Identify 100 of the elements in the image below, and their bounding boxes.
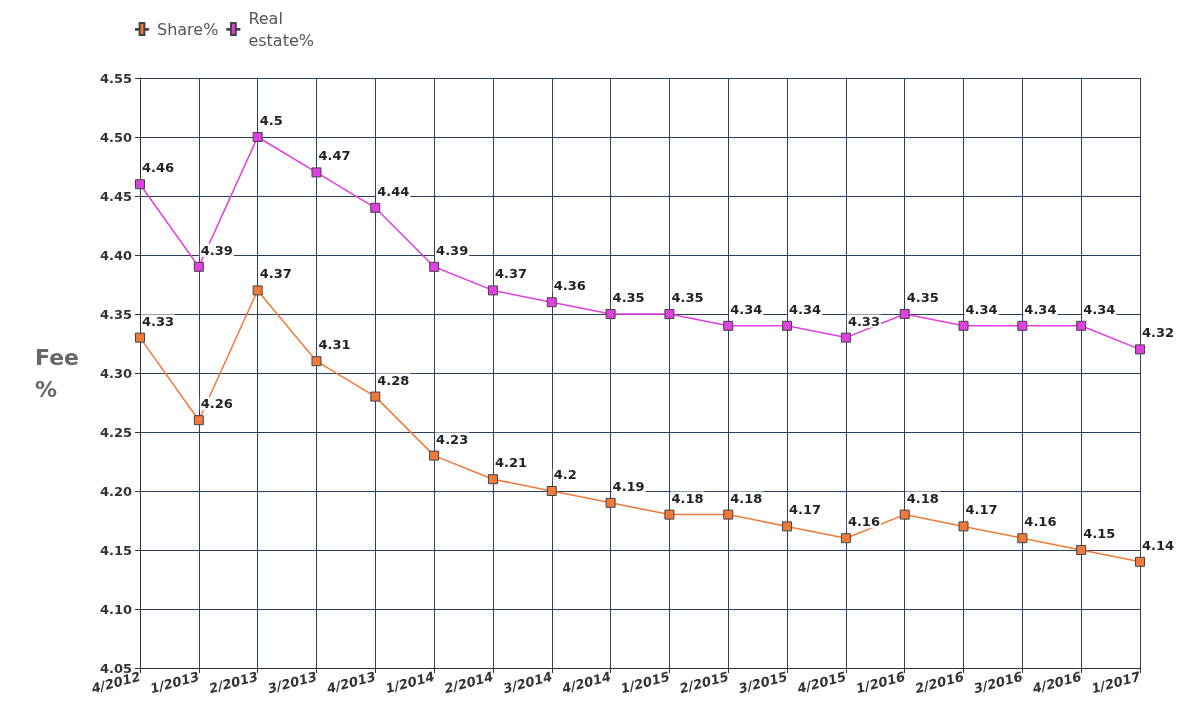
x-tick-label: 2/2016 xyxy=(913,668,966,697)
point xyxy=(1017,533,1028,544)
point xyxy=(782,320,793,331)
data-label: 4.34 xyxy=(1024,301,1057,317)
data-label: 4.31 xyxy=(318,337,351,353)
x-tick-label: 1/2013 xyxy=(148,668,201,697)
data-label: 4.37 xyxy=(494,266,528,282)
point xyxy=(664,309,675,319)
point xyxy=(311,167,322,178)
y-tick-label: 4.25 xyxy=(99,424,132,440)
point xyxy=(252,132,263,142)
point xyxy=(487,285,498,296)
point xyxy=(193,415,204,426)
point xyxy=(1135,556,1145,567)
point xyxy=(605,497,616,508)
point xyxy=(958,521,969,532)
data-label: 4.47 xyxy=(318,148,351,164)
point xyxy=(1135,344,1145,355)
data-label: 4.19 xyxy=(612,478,645,494)
y-tick-label: 4.40 xyxy=(99,247,132,263)
data-label: 4.34 xyxy=(730,301,763,317)
data-label: 4.32 xyxy=(1142,325,1175,341)
y-axis-title: Fee % xyxy=(35,344,79,402)
point xyxy=(1076,545,1087,555)
data-label: 4.35 xyxy=(612,290,645,305)
point xyxy=(1076,320,1087,331)
data-label: 4.35 xyxy=(906,290,939,305)
data-label: 4.34 xyxy=(1083,301,1116,317)
point xyxy=(135,332,145,343)
data-label: 4.21 xyxy=(494,455,528,471)
x-tick-label: 1/2016 xyxy=(854,668,907,697)
point xyxy=(664,509,675,520)
point xyxy=(723,320,734,331)
data-label: 4.26 xyxy=(200,396,233,412)
x-tick-label: 2/2014 xyxy=(442,668,495,697)
point xyxy=(546,486,557,496)
point xyxy=(1017,320,1028,331)
x-tick-label: 1/2014 xyxy=(383,668,437,697)
x-tick-label: 1/2017 xyxy=(1089,668,1143,697)
point xyxy=(546,297,557,308)
x-tick-label: 3/2014 xyxy=(501,668,554,697)
point xyxy=(135,179,145,190)
point xyxy=(782,521,793,532)
data-label: 4.36 xyxy=(553,278,586,294)
x-tick-label: 4/2016 xyxy=(1029,668,1084,697)
x-tick-label: 4/2015 xyxy=(794,668,848,697)
y-tick-label: 4.35 xyxy=(99,306,132,322)
data-label: 4.44 xyxy=(377,183,410,199)
data-label: 4.16 xyxy=(847,514,880,530)
point xyxy=(723,509,734,520)
point xyxy=(840,332,851,343)
x-tick-label: 4/2013 xyxy=(324,668,378,697)
data-label: 4.37 xyxy=(259,266,292,282)
data-label: 4.18 xyxy=(671,490,704,506)
data-label: 4.39 xyxy=(200,242,233,258)
data-label: 4.2 xyxy=(553,467,577,482)
data-label: 4.15 xyxy=(1083,526,1116,541)
data-label: 4.33 xyxy=(847,313,880,329)
point xyxy=(370,391,381,402)
y-tick-label: 4.55 xyxy=(99,70,132,86)
point xyxy=(429,450,440,461)
y-tick-label: 4.30 xyxy=(99,365,132,381)
data-label: 4.23 xyxy=(436,431,469,447)
x-tick-label: 4/2014 xyxy=(559,668,613,697)
data-label: 4.5 xyxy=(259,113,283,128)
point xyxy=(311,356,322,367)
point xyxy=(487,474,498,485)
data-label: 4.46 xyxy=(142,160,175,176)
y-tick-label: 4.10 xyxy=(99,601,132,617)
data-label: 4.34 xyxy=(965,301,998,317)
legend-label: Real estate% xyxy=(248,8,314,50)
data-label: 4.18 xyxy=(730,490,763,506)
point xyxy=(840,533,851,544)
point xyxy=(252,285,263,296)
data-label: 4.18 xyxy=(906,490,939,506)
data-label: 4.33 xyxy=(142,313,175,329)
data-label: 4.28 xyxy=(377,372,410,388)
data-label: 4.34 xyxy=(789,301,822,317)
x-tick-label: 3/2013 xyxy=(266,668,319,697)
data-label: 4.16 xyxy=(1024,514,1057,530)
data-label: 4.17 xyxy=(789,502,822,518)
x-tick-label: 2/2013 xyxy=(207,668,260,697)
x-tick-label: 3/2016 xyxy=(972,668,1025,697)
y-tick-label: 4.20 xyxy=(99,483,132,499)
y-tick-label: 4.15 xyxy=(99,542,132,558)
data-label: 4.14 xyxy=(1142,537,1175,553)
legend-label: Share% xyxy=(157,19,219,39)
data-label: 4.35 xyxy=(671,290,704,305)
x-tick-label: 2/2015 xyxy=(678,668,731,697)
y-tick-label: 4.45 xyxy=(99,188,132,204)
data-label: 4.17 xyxy=(965,502,998,518)
x-tick-label: 3/2015 xyxy=(736,668,789,697)
point xyxy=(605,309,616,319)
x-tick-label: 1/2015 xyxy=(619,668,672,697)
point xyxy=(429,261,440,272)
point xyxy=(899,509,910,520)
y-tick-label: 4.50 xyxy=(99,129,132,145)
point xyxy=(899,309,910,319)
point xyxy=(958,320,969,331)
point xyxy=(193,261,204,272)
